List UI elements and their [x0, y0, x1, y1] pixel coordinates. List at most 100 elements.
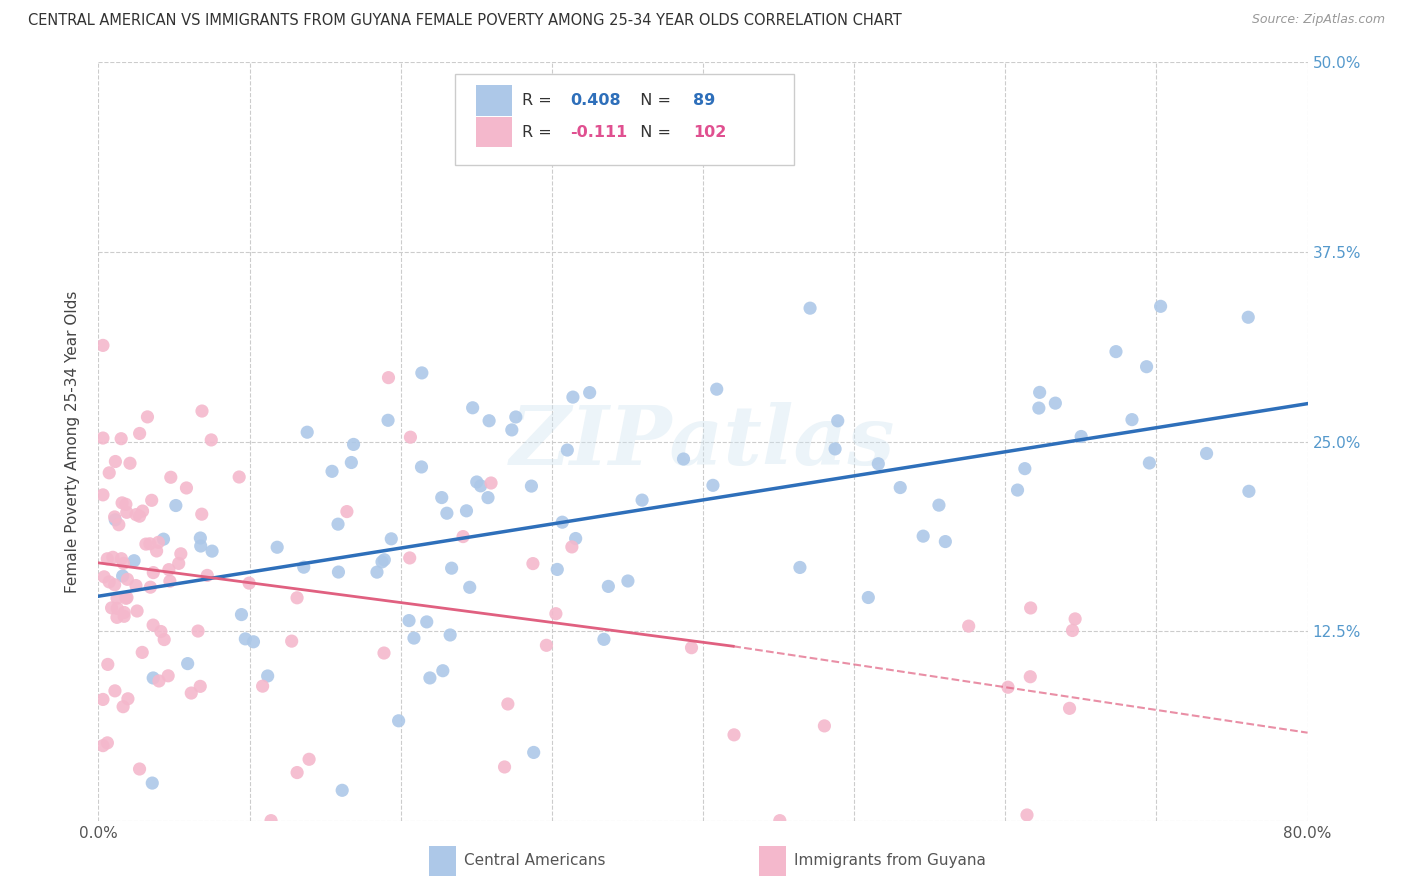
- Point: [1105, 344, 1128, 359]
- Point: [97, 657, 120, 672]
- Point: [501, 423, 523, 437]
- Point: [285, 591, 308, 605]
- Point: [380, 532, 402, 546]
- Point: [91, 692, 114, 706]
- Point: [555, 443, 578, 458]
- Point: [112, 699, 135, 714]
- Point: [461, 401, 484, 415]
- Point: [141, 776, 163, 790]
- Point: [142, 618, 165, 632]
- Point: [373, 553, 395, 567]
- Point: [104, 513, 127, 527]
- Point: [91, 431, 114, 445]
- Point: [411, 459, 433, 474]
- Point: [1028, 401, 1050, 415]
- Point: [456, 504, 478, 518]
- Point: [93, 570, 115, 584]
- Point: [561, 390, 583, 404]
- Point: [544, 607, 567, 621]
- Point: [681, 640, 703, 655]
- Point: [328, 565, 350, 579]
- Point: [934, 534, 956, 549]
- Point: [388, 714, 411, 728]
- Text: R =: R =: [522, 125, 557, 140]
- Point: [190, 539, 212, 553]
- Point: [131, 645, 153, 659]
- Point: [479, 475, 502, 490]
- Point: [702, 478, 724, 492]
- Point: [188, 531, 211, 545]
- Point: [1014, 461, 1036, 475]
- Point: [115, 591, 138, 606]
- Point: [135, 537, 157, 551]
- Point: [117, 573, 139, 587]
- Point: [112, 557, 135, 571]
- Point: [231, 607, 253, 622]
- Point: [105, 601, 128, 615]
- Point: [631, 493, 654, 508]
- Point: [477, 491, 499, 505]
- Point: [858, 591, 880, 605]
- Point: [536, 638, 558, 652]
- Point: [139, 537, 162, 551]
- Text: Source: ZipAtlas.com: Source: ZipAtlas.com: [1251, 13, 1385, 27]
- Point: [928, 498, 950, 512]
- Bar: [429, 847, 456, 876]
- Point: [326, 517, 349, 532]
- Text: 0.408: 0.408: [569, 93, 620, 108]
- Point: [1019, 670, 1042, 684]
- Point: [170, 547, 193, 561]
- Point: [598, 579, 620, 593]
- Text: R =: R =: [522, 93, 557, 108]
- Point: [115, 505, 138, 519]
- Text: 89: 89: [693, 93, 716, 108]
- Point: [957, 619, 980, 633]
- Point: [105, 591, 128, 606]
- Point: [336, 505, 359, 519]
- Point: [470, 479, 492, 493]
- Point: [252, 679, 274, 693]
- Point: [398, 614, 420, 628]
- Point: [148, 535, 170, 549]
- Point: [131, 504, 153, 518]
- Point: [399, 430, 422, 444]
- Point: [1237, 484, 1260, 499]
- Point: [1121, 412, 1143, 426]
- Point: [451, 530, 474, 544]
- Point: [1019, 601, 1042, 615]
- Point: [1028, 385, 1050, 400]
- Text: 102: 102: [693, 125, 727, 140]
- Point: [157, 669, 180, 683]
- Point: [165, 499, 187, 513]
- Point: [96, 736, 118, 750]
- Point: [96, 551, 118, 566]
- Point: [561, 540, 583, 554]
- Point: [1149, 299, 1171, 313]
- Point: [432, 664, 454, 678]
- Point: [233, 632, 256, 646]
- Point: [1070, 429, 1092, 443]
- Point: [176, 481, 198, 495]
- Point: [827, 414, 849, 428]
- Point: [104, 578, 127, 592]
- Point: [868, 457, 890, 471]
- Point: [98, 574, 121, 589]
- FancyBboxPatch shape: [456, 74, 793, 165]
- Text: ZIPatlas: ZIPatlas: [510, 401, 896, 482]
- Y-axis label: Female Poverty Among 25-34 Year Olds: Female Poverty Among 25-34 Year Olds: [65, 291, 80, 592]
- Point: [377, 413, 399, 427]
- Point: [117, 691, 139, 706]
- Point: [465, 475, 488, 489]
- Text: Central Americans: Central Americans: [464, 854, 606, 868]
- Point: [145, 544, 167, 558]
- Point: [105, 610, 128, 624]
- Point: [149, 624, 172, 639]
- Point: [100, 600, 122, 615]
- Point: [1064, 612, 1087, 626]
- Point: [118, 456, 141, 470]
- Point: [1007, 483, 1029, 497]
- Point: [769, 814, 792, 828]
- Point: [167, 557, 190, 571]
- Point: [377, 370, 399, 384]
- Point: [191, 404, 214, 418]
